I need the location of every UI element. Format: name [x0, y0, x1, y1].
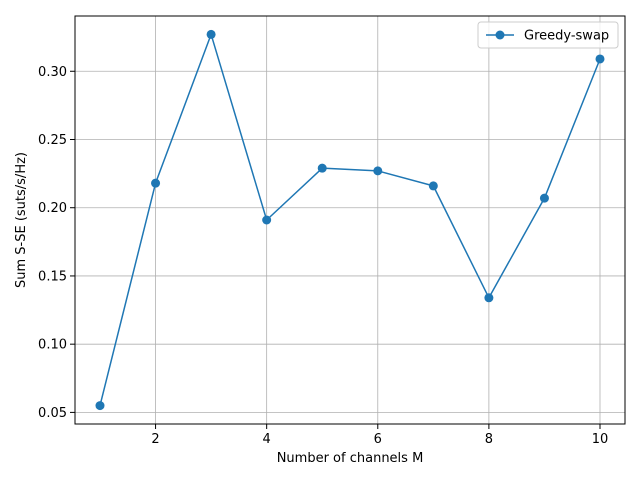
data-point [151, 178, 161, 188]
data-point [539, 193, 549, 203]
plot-frame [74, 15, 626, 425]
data-point [317, 163, 327, 173]
series-line [99, 33, 601, 407]
data-point [484, 293, 494, 303]
data-point [95, 401, 105, 411]
y-axis: 0.05 0.10 0.15 0.20 0.25 0.30 [38, 65, 75, 421]
data-point [262, 215, 272, 225]
data-point [595, 54, 605, 64]
legend-box [477, 21, 619, 49]
legend: Greedy-swap [477, 21, 619, 49]
x-axis: 2 4 6 8 10 [151, 424, 608, 447]
legend-label: Greedy-swap [524, 29, 609, 44]
x-tick-label: 4 [263, 432, 271, 447]
y-axis-label: Sum S-SE (suts/s/Hz) [14, 152, 29, 288]
x-axis-label: Number of channels M [277, 451, 424, 466]
x-tick-label: 8 [485, 432, 493, 447]
y-tick-label: 0.30 [38, 65, 67, 80]
y-tick-label: 0.20 [38, 201, 67, 216]
legend-marker [495, 30, 505, 40]
series-layer [95, 29, 605, 411]
x-tick-label: 6 [374, 432, 382, 447]
y-tick-label: 0.25 [38, 133, 67, 148]
y-tick-label: 0.10 [38, 338, 67, 353]
x-tick-label: 2 [151, 432, 159, 447]
x-tick-label: 10 [592, 432, 609, 447]
data-point [373, 166, 383, 176]
y-tick-label: 0.15 [38, 269, 67, 284]
y-tick-label: 0.05 [38, 406, 67, 421]
data-point [428, 181, 438, 191]
data-point [206, 29, 216, 39]
plot-area [75, 16, 625, 424]
